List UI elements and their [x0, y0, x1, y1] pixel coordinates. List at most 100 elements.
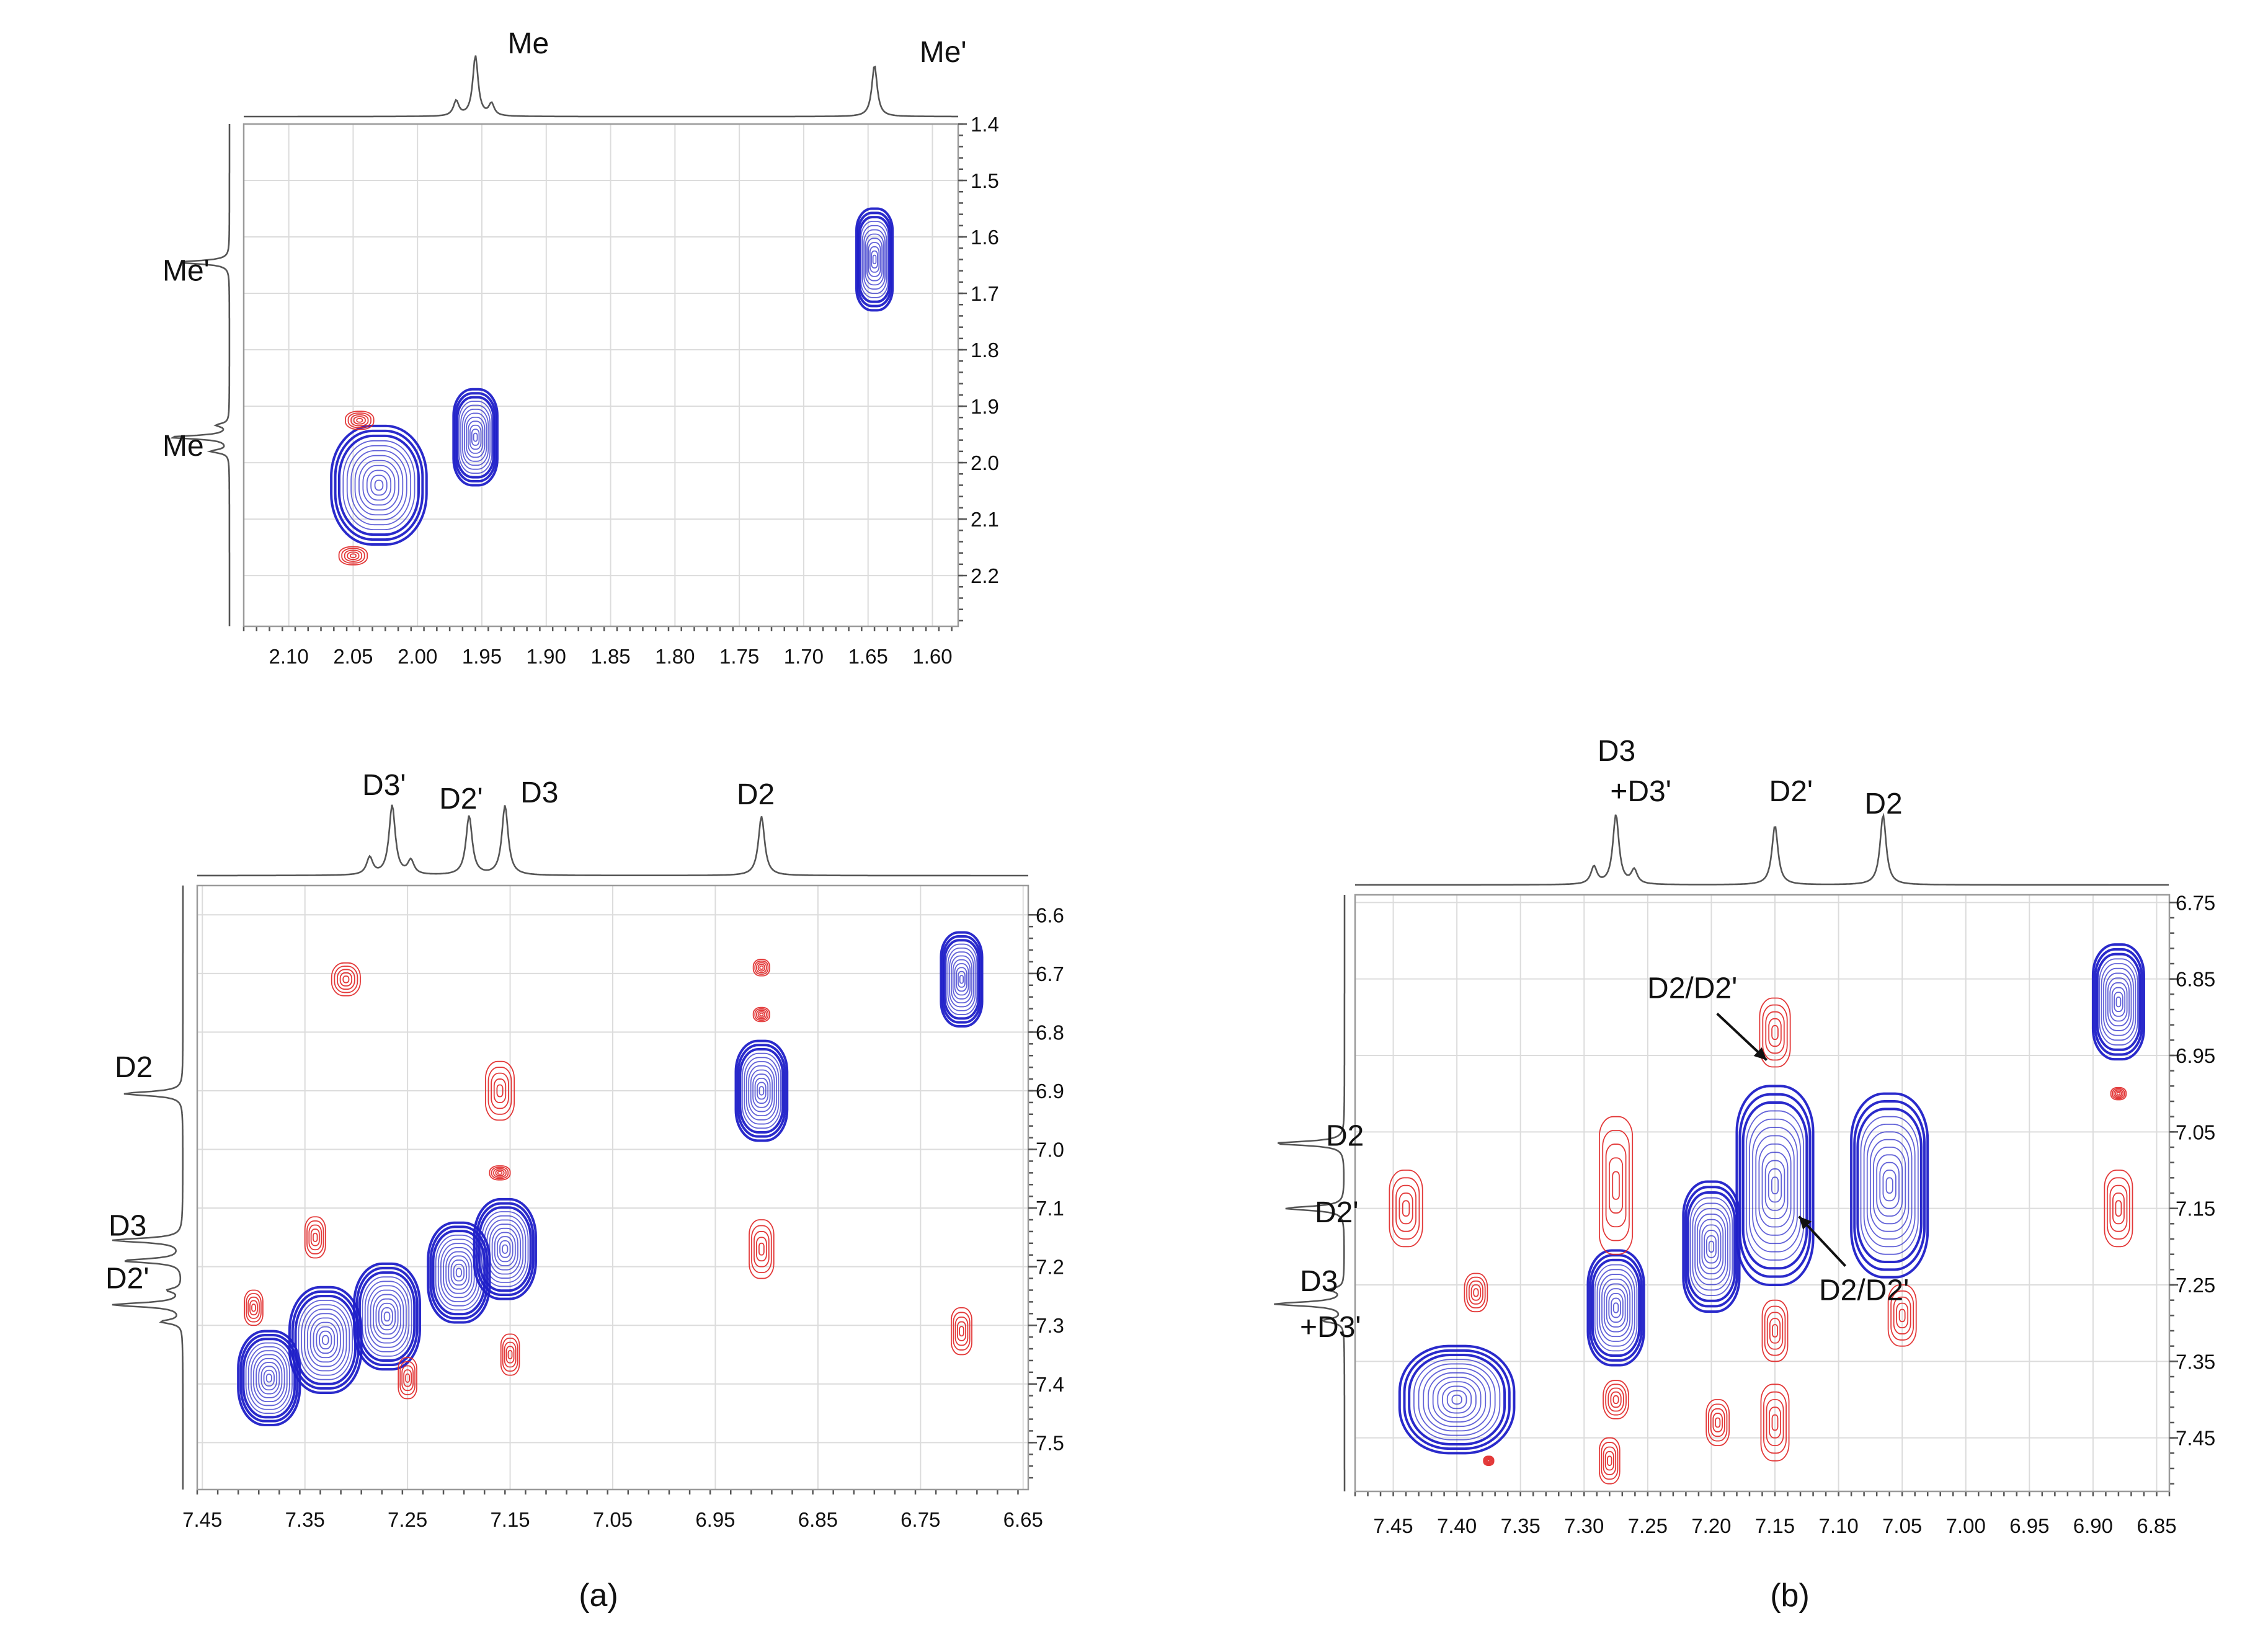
contour-level [1689, 1197, 1733, 1296]
positive-crosspeak [940, 931, 984, 1028]
contour-level [754, 1077, 769, 1104]
contour-level [2111, 987, 2126, 1017]
panel-caption: (b) [1770, 1578, 1810, 1614]
contour-level [754, 1008, 769, 1021]
contour-level [959, 975, 964, 984]
contour-level [1761, 1152, 1789, 1220]
contour-level [1601, 1442, 1619, 1480]
contour-level [954, 963, 969, 996]
positive-crosspeak [473, 1197, 537, 1300]
plot-frame [196, 884, 1029, 1491]
contour-level [306, 1220, 324, 1255]
contour-level [2103, 967, 2134, 1036]
contour-level [1764, 1160, 1785, 1211]
x-tick-label: 7.05 [1882, 1514, 1922, 1537]
contour-level [860, 221, 889, 298]
contour-level [484, 1060, 515, 1121]
contour-level [334, 429, 424, 541]
contour-level [237, 1330, 301, 1426]
contour-level [754, 960, 769, 975]
contour-level [1486, 1458, 1492, 1463]
contour-level [1762, 1004, 1788, 1061]
contour-level [2112, 1088, 2125, 1099]
x-tick-label: 7.45 [182, 1508, 222, 1531]
contour-level [756, 1237, 767, 1262]
contour-level [310, 1228, 320, 1246]
contour-level [246, 1293, 262, 1323]
contour-level [866, 238, 883, 282]
contour-level [500, 1333, 520, 1376]
x-tick-label: 6.75 [900, 1508, 940, 1531]
panel-top: 2.10 2.05 2.00 1.95 1.90 1.85 1.80 1.75 1.70 1.65… [162, 27, 999, 668]
contour-level [337, 969, 355, 990]
negative-crosspeak [1598, 1437, 1621, 1485]
plot-frame [242, 123, 959, 628]
contour-level [1755, 1135, 1795, 1236]
contour-level [2096, 953, 2141, 1051]
y-tick-label: 6.95 [2176, 1044, 2215, 1067]
contour-level [2115, 997, 2122, 1008]
contour-level [1464, 1272, 1488, 1313]
top-peak-label: +D3' [1610, 775, 1671, 808]
contour-level [1611, 1297, 1621, 1318]
contour-level [1408, 1354, 1506, 1446]
x-tick-label: 7.15 [1755, 1514, 1795, 1537]
x-tick-label: 1.65 [848, 645, 888, 668]
negative-crosspeak [1389, 1170, 1423, 1248]
contour-level [398, 1357, 417, 1400]
contour-level [350, 450, 407, 521]
contour-level [1605, 1383, 1627, 1416]
y-tick-label: 1.7 [971, 282, 999, 305]
negative-crosspeak [1759, 997, 1791, 1068]
x-tick-label: 2.05 [333, 645, 373, 668]
contour-level [301, 1304, 350, 1376]
contour-level [1605, 1144, 1627, 1228]
contour-level [487, 1067, 512, 1115]
contour-level [739, 1047, 785, 1134]
contour-level [1608, 1292, 1624, 1323]
contour-level [1766, 1399, 1784, 1446]
contour-level [489, 1165, 511, 1181]
contour-level [1437, 1381, 1477, 1418]
contour-level [748, 1065, 775, 1117]
contour-level [374, 479, 384, 491]
contour-level [752, 1073, 771, 1108]
contour-level [757, 1081, 767, 1100]
contour-level [1860, 1116, 1919, 1255]
contour-level [486, 1219, 524, 1279]
contour-level [367, 1285, 407, 1348]
contour-level [298, 1300, 354, 1380]
contour-level [247, 1346, 290, 1410]
y-tick-label: 7.5 [1036, 1431, 1064, 1454]
contour-level [373, 1294, 402, 1339]
x-tick-label: 1.95 [462, 645, 502, 668]
contour-level [494, 1232, 516, 1266]
negative-crosspeak [500, 1333, 520, 1376]
contour-level [375, 1298, 399, 1335]
left-projection-trace [169, 124, 231, 626]
contour-level [1589, 1254, 1643, 1362]
contour-level [2109, 982, 2128, 1022]
negative-crosspeak [398, 1357, 417, 1400]
contour-level [440, 1243, 478, 1302]
contour-level [1885, 1177, 1893, 1194]
contour-level [1893, 1296, 1911, 1334]
contour-level [2104, 1170, 2133, 1248]
positive-crosspeak [855, 207, 894, 312]
contour-level [493, 1168, 507, 1178]
contour-level [2113, 1089, 2124, 1098]
left-peak-label: +D3' [1300, 1311, 1361, 1344]
left-projection-trace [1274, 895, 1346, 1491]
contour-level [2116, 1091, 2121, 1096]
contour-level [1612, 1395, 1619, 1405]
negative-crosspeak [1887, 1284, 1917, 1347]
contour-level [871, 250, 878, 269]
contour-level [355, 1267, 419, 1367]
x-tick-label: 7.45 [1373, 1514, 1413, 1537]
panel-caption: (a) [579, 1578, 618, 1614]
contour-level [1599, 1274, 1633, 1342]
contour-level [758, 1242, 765, 1256]
contour-level [304, 1216, 326, 1259]
contour-level [1468, 1280, 1483, 1305]
contour-level [346, 445, 412, 526]
